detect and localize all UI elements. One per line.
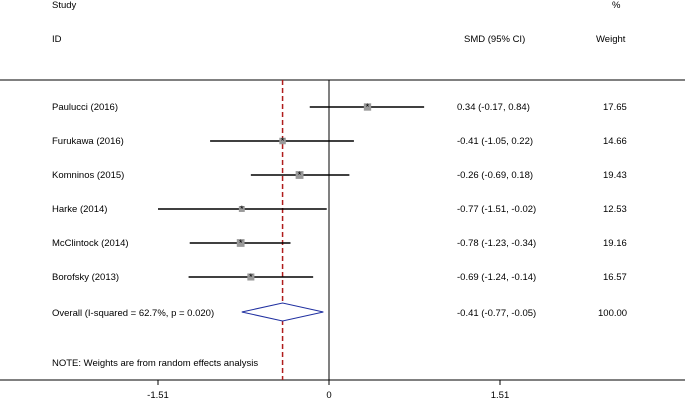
header-effect: SMD (95% CI) xyxy=(464,34,525,45)
header-weight: Weight xyxy=(596,34,626,45)
study-label: Borofsky (2013) xyxy=(52,272,119,283)
ci-text: -0.69 (-1.24, -0.14) xyxy=(457,272,536,283)
point-estimate: * xyxy=(239,238,243,249)
weight-text: 14.66 xyxy=(603,136,627,147)
header-id: ID xyxy=(52,34,62,45)
ci-text: -0.41 (-1.05, 0.22) xyxy=(457,136,533,147)
ci-text: -0.78 (-1.23, -0.34) xyxy=(457,238,536,249)
overall-weight-text: 100.00 xyxy=(598,308,627,319)
ci-text: -0.26 (-0.69, 0.18) xyxy=(457,170,533,181)
point-estimate: * xyxy=(298,170,302,181)
ci-text: 0.34 (-0.17, 0.84) xyxy=(457,102,530,113)
weight-text: 12.53 xyxy=(603,204,627,215)
weight-text: 17.65 xyxy=(603,102,627,113)
weight-box xyxy=(363,103,372,111)
note-text: NOTE: Weights are from random effects an… xyxy=(52,358,258,369)
study-label: Harke (2014) xyxy=(52,204,107,215)
weight-text: 19.43 xyxy=(603,170,627,181)
x-tick-label: 1.51 xyxy=(491,390,510,401)
weight-box xyxy=(238,206,245,212)
weight-box xyxy=(247,273,255,281)
header-weight-percent: % xyxy=(612,0,621,11)
weight-box xyxy=(279,137,286,145)
weight-text: 16.57 xyxy=(603,272,627,283)
weight-box xyxy=(236,239,245,247)
point-estimate: * xyxy=(281,136,285,147)
ci-text: -0.77 (-1.51, -0.02) xyxy=(457,204,536,215)
point-estimate: * xyxy=(249,272,253,283)
overall-diamond xyxy=(241,302,324,322)
study-label: Paulucci (2016) xyxy=(52,102,118,113)
weight-box xyxy=(295,171,304,179)
overall-label: Overall (I-squared = 62.7%, p = 0.020) xyxy=(52,308,214,319)
weight-text: 19.16 xyxy=(603,238,627,249)
study-label: Komninos (2015) xyxy=(52,170,124,181)
header-study: Study xyxy=(52,0,77,11)
study-label: McClintock (2014) xyxy=(52,238,129,249)
x-tick-label: -1.51 xyxy=(147,390,169,401)
study-label: Furukawa (2016) xyxy=(52,136,124,147)
x-tick-label: 0 xyxy=(326,390,331,401)
overall-ci-text: -0.41 (-0.77, -0.05) xyxy=(457,308,536,319)
point-estimate: * xyxy=(240,204,244,215)
point-estimate: * xyxy=(366,102,370,113)
